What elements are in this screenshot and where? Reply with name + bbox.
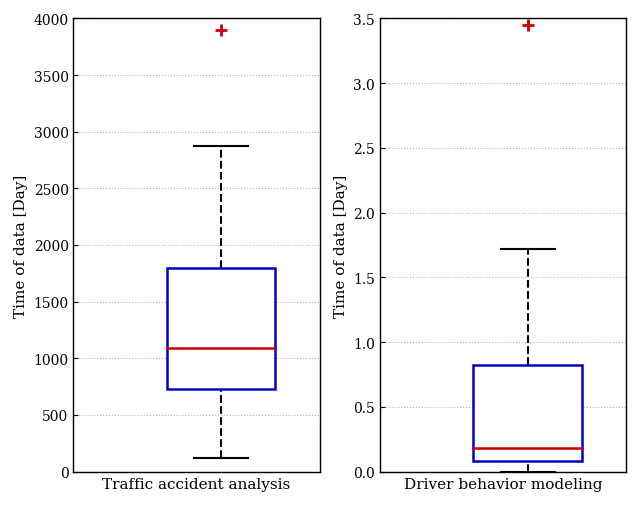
Y-axis label: Time of data [Day]: Time of data [Day] — [333, 174, 348, 317]
X-axis label: Traffic accident analysis: Traffic accident analysis — [102, 477, 291, 491]
Bar — [474, 366, 582, 461]
Bar — [167, 268, 275, 389]
X-axis label: Driver behavior modeling: Driver behavior modeling — [404, 477, 602, 491]
Y-axis label: Time of data [Day]: Time of data [Day] — [14, 174, 28, 317]
